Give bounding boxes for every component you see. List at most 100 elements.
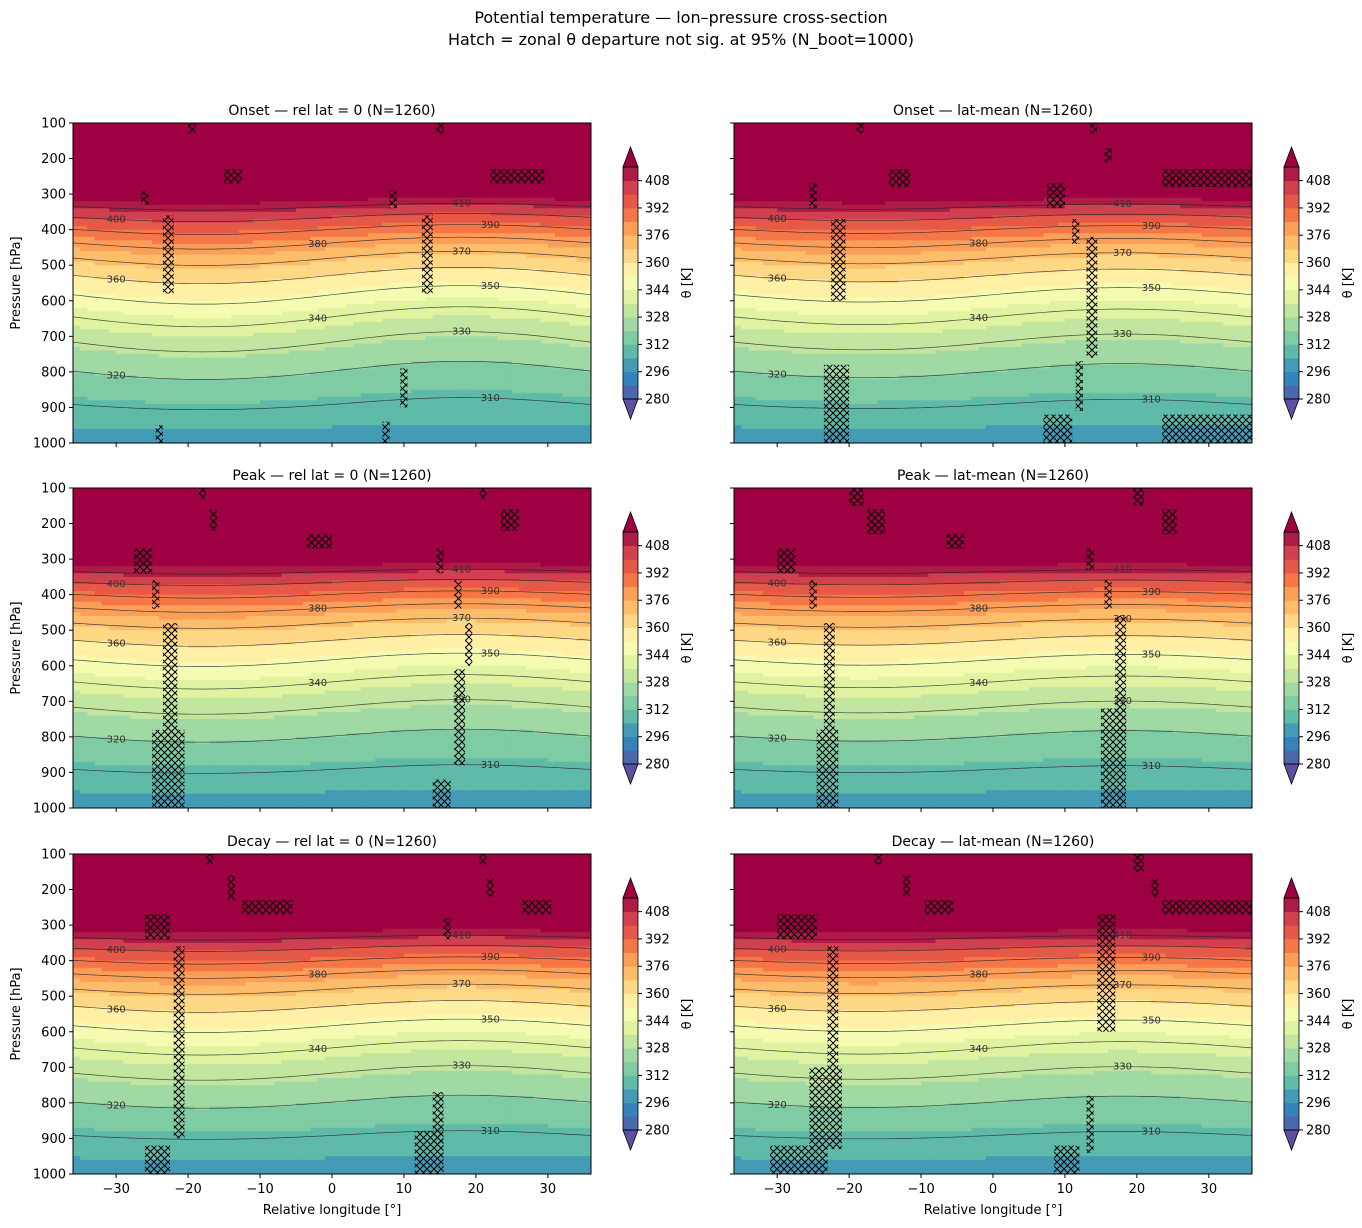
theta-cell <box>137 275 146 281</box>
theta-cell <box>245 229 254 234</box>
theta-cell <box>216 325 225 330</box>
theta-cell <box>339 325 347 330</box>
theta-cell <box>432 368 441 373</box>
theta-cell <box>346 414 355 419</box>
theta-cell <box>116 307 124 313</box>
theta-cell <box>396 126 405 131</box>
theta-cell <box>403 307 412 313</box>
theta-cell <box>123 229 132 234</box>
theta-cell <box>396 194 405 199</box>
theta-cell <box>216 208 225 213</box>
theta-cell <box>425 400 434 405</box>
theta-cell <box>231 233 240 238</box>
theta-cell <box>94 133 103 138</box>
theta-cell <box>87 265 96 270</box>
theta-cell <box>108 133 117 138</box>
theta-cell <box>202 279 211 284</box>
theta-cell <box>130 382 139 387</box>
theta-cell <box>367 325 376 330</box>
theta-cell <box>403 364 412 369</box>
theta-cell <box>144 229 153 234</box>
theta-cell <box>274 140 283 145</box>
theta-cell <box>166 325 175 330</box>
theta-cell <box>202 258 211 263</box>
theta-cell <box>468 126 477 131</box>
theta-cell <box>317 304 326 309</box>
theta-cell <box>267 336 276 341</box>
theta-cell <box>159 386 168 391</box>
theta-cell <box>403 130 412 135</box>
theta-cell <box>252 240 261 245</box>
theta-cell <box>396 204 405 209</box>
theta-cell <box>195 258 204 263</box>
theta-cell <box>281 297 290 302</box>
theta-cell <box>367 300 376 305</box>
theta-cell <box>303 432 312 437</box>
theta-cell <box>288 265 297 270</box>
theta-cell <box>367 229 376 234</box>
theta-cell <box>375 318 383 323</box>
theta-cell <box>447 293 455 298</box>
theta-cell <box>108 233 117 238</box>
theta-cell <box>180 183 189 188</box>
theta-cell <box>216 123 225 128</box>
theta-cell <box>202 428 211 433</box>
theta-cell <box>80 400 88 405</box>
theta-cell <box>108 197 117 202</box>
theta-cell <box>188 315 196 320</box>
theta-cell <box>166 190 175 195</box>
theta-cell <box>281 421 290 426</box>
theta-cell <box>296 268 304 273</box>
theta-cell <box>238 155 247 160</box>
theta-cell <box>209 315 218 320</box>
theta-cell <box>346 258 355 263</box>
theta-cell <box>260 194 268 199</box>
theta-cell <box>403 300 412 305</box>
theta-cell <box>202 432 211 437</box>
theta-cell <box>260 140 268 145</box>
theta-cell <box>87 204 96 209</box>
theta-cell <box>94 336 103 341</box>
theta-cell <box>375 435 383 441</box>
theta-cell <box>360 283 369 288</box>
theta-cell <box>310 379 319 384</box>
theta-cell <box>245 428 254 433</box>
theta-cell <box>116 187 124 192</box>
theta-cell <box>382 315 391 320</box>
theta-cell <box>238 176 247 181</box>
theta-cell <box>396 439 405 443</box>
theta-cell <box>144 325 153 330</box>
theta-cell <box>116 322 124 327</box>
theta-cell <box>123 357 132 362</box>
theta-cell <box>389 400 398 405</box>
theta-cell <box>245 389 254 394</box>
theta-cell <box>238 215 247 220</box>
theta-cell <box>439 158 448 163</box>
theta-cell <box>224 187 232 192</box>
theta-cell <box>252 147 261 153</box>
theta-cell <box>288 226 297 231</box>
theta-cell <box>101 290 110 295</box>
theta-cell <box>339 137 347 142</box>
theta-cell <box>123 272 132 277</box>
theta-cell <box>195 172 204 177</box>
theta-cell <box>260 130 268 135</box>
theta-cell <box>108 265 117 270</box>
theta-cell <box>116 219 124 224</box>
theta-cell <box>310 336 319 341</box>
theta-cell <box>353 393 362 398</box>
theta-cell <box>447 425 455 430</box>
theta-cell <box>346 371 355 377</box>
theta-cell <box>360 233 369 238</box>
theta-cell <box>432 339 441 345</box>
theta-cell <box>346 219 355 224</box>
theta-cell <box>324 158 333 163</box>
theta-cell <box>411 425 419 430</box>
theta-cell <box>94 425 103 430</box>
theta-cell <box>346 208 355 213</box>
theta-cell <box>87 382 96 387</box>
theta-cell <box>439 251 448 256</box>
theta-cell <box>288 432 297 437</box>
theta-cell <box>209 300 218 305</box>
theta-cell <box>260 432 268 437</box>
